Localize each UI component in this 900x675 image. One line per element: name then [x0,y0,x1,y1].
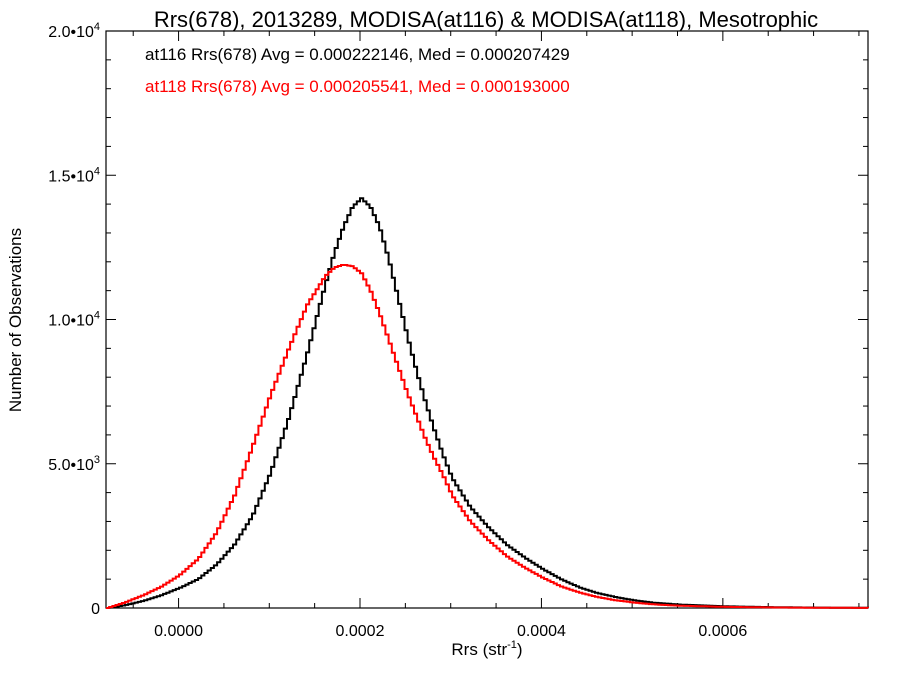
y-tick-mantissa: 1.5•10 [48,168,94,185]
x-axis-label-base: Rrs (str [451,640,507,659]
y-tick-mantissa: 5.0•10 [48,457,94,474]
y-tick-label: 1.0•104 [48,310,100,330]
x-tick-label: 0.0006 [698,623,747,640]
y-tick-exponent: 4 [94,21,100,33]
annotation-at116: at116 Rrs(678) Avg = 0.000222146, Med = … [145,45,570,64]
chart-title: Rrs(678), 2013289, MODISA(at116) & MODIS… [154,7,818,32]
x-axis-label: Rrs (str-1) [451,639,522,659]
x-tick-labels: 0.0000 0.0002 0.0004 0.0006 [154,623,747,640]
y-tick-exponent: 4 [94,165,100,177]
y-tick-label: 0 [91,601,100,618]
y-axis-label: Number of Observations [6,228,25,412]
y-tick-label: 1.5•104 [48,165,100,185]
series-line-at116 [106,197,869,609]
series-lines [106,197,869,609]
x-tick-label: 0.0004 [517,623,566,640]
y-tick-label: 5.0•103 [48,454,100,474]
y-tick-exponent: 3 [94,454,100,466]
y-tick-mantissa: 2.0•10 [48,24,94,41]
x-axis-label-end: ) [517,640,523,659]
x-tick-label: 0.0002 [336,623,385,640]
x-tick-label: 0.0000 [154,623,203,640]
axis-ticks [106,30,868,609]
y-tick-exponent: 4 [94,310,100,322]
y-tick-label: 2.0•104 [48,21,100,41]
y-tick-mantissa: 1.0•10 [48,313,94,330]
annotation-at118: at118 Rrs(678) Avg = 0.000205541, Med = … [145,77,570,96]
series-line-at118 [106,264,869,609]
x-axis-label-sup: -1 [507,639,517,651]
y-tick-mantissa: 0 [91,601,100,618]
